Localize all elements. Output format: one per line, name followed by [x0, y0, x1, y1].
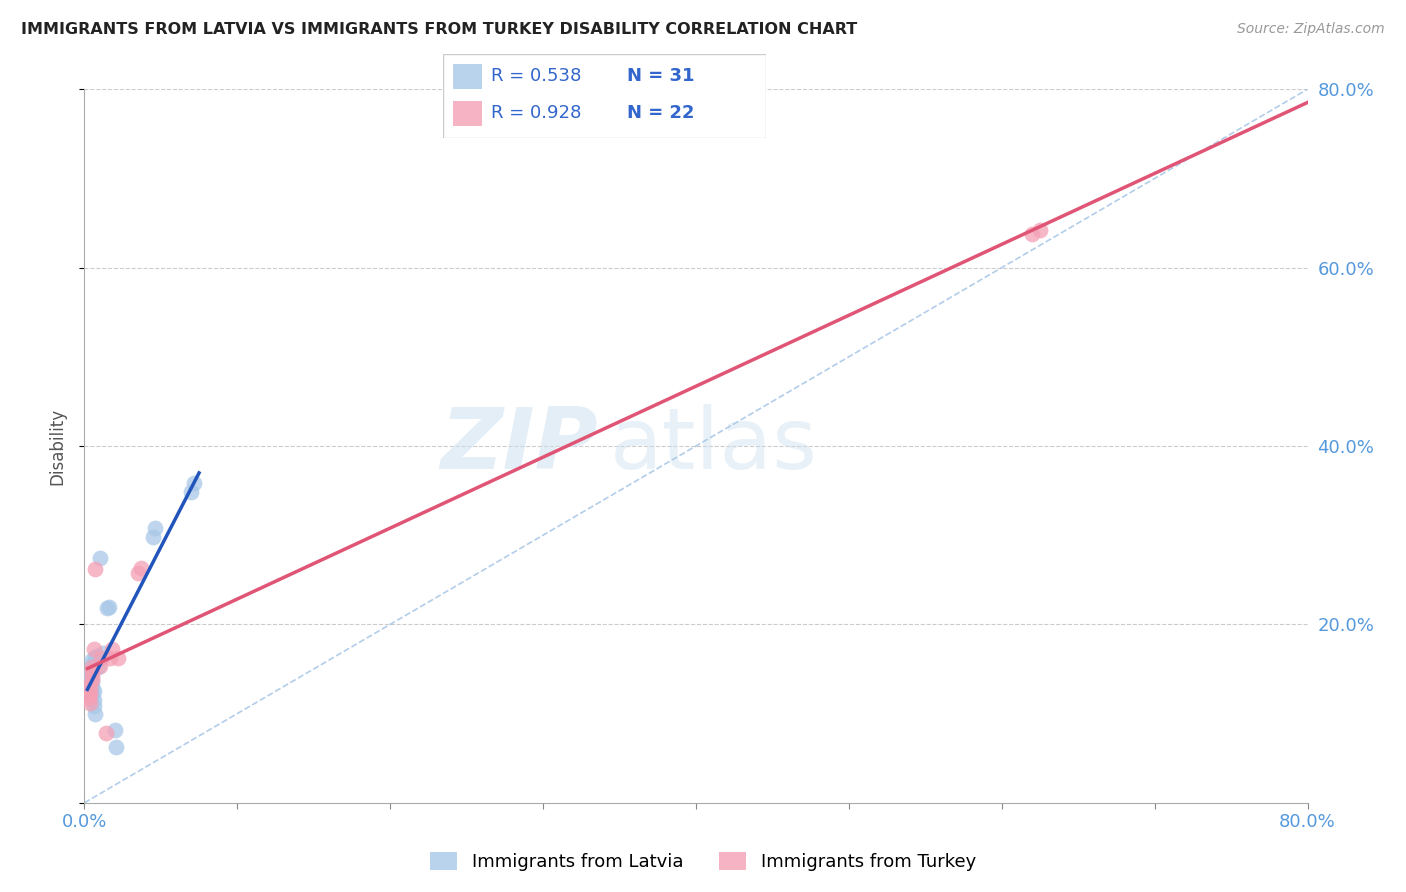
- Text: atlas: atlas: [610, 404, 818, 488]
- Point: [80, 673, 103, 687]
- Point: [180, 485, 202, 500]
- Point: [84, 650, 107, 665]
- Point: [98, 651, 121, 665]
- Point: [91, 646, 114, 660]
- Point: [89, 550, 111, 565]
- Point: [97, 599, 120, 614]
- Point: [83, 693, 105, 707]
- Text: Source: ZipAtlas.com: Source: ZipAtlas.com: [1237, 22, 1385, 37]
- Point: [83, 699, 105, 714]
- Point: [143, 521, 166, 535]
- Point: [80, 680, 103, 694]
- Point: [79, 678, 101, 692]
- Text: ZIP: ZIP: [440, 404, 598, 488]
- Point: [83, 642, 105, 657]
- Text: N = 31: N = 31: [627, 67, 695, 85]
- Point: [104, 723, 127, 737]
- Point: [77, 687, 100, 701]
- FancyBboxPatch shape: [443, 54, 766, 138]
- Point: [80, 657, 103, 672]
- Bar: [453, 63, 482, 89]
- Point: [79, 681, 101, 696]
- Point: [79, 677, 101, 691]
- Point: [80, 653, 103, 667]
- Text: R = 0.928: R = 0.928: [492, 104, 582, 122]
- Text: IMMIGRANTS FROM LATVIA VS IMMIGRANTS FROM TURKEY DISABILITY CORRELATION CHART: IMMIGRANTS FROM LATVIA VS IMMIGRANTS FRO…: [21, 22, 858, 37]
- Point: [127, 566, 149, 580]
- Point: [79, 666, 101, 681]
- Point: [142, 530, 165, 544]
- Point: [79, 687, 101, 701]
- Point: [80, 664, 103, 678]
- Point: [80, 664, 103, 678]
- Point: [77, 675, 100, 690]
- Point: [80, 660, 103, 674]
- Point: [94, 726, 117, 740]
- Point: [1021, 227, 1043, 241]
- Point: [77, 671, 100, 685]
- Point: [90, 651, 112, 665]
- Point: [80, 684, 103, 698]
- Point: [79, 681, 101, 696]
- Point: [79, 696, 101, 710]
- Point: [107, 651, 129, 665]
- Point: [77, 690, 100, 705]
- Point: [101, 642, 124, 657]
- Point: [183, 476, 205, 491]
- Legend: Immigrants from Latvia, Immigrants from Turkey: Immigrants from Latvia, Immigrants from …: [423, 845, 983, 879]
- Bar: [453, 101, 482, 127]
- Point: [80, 689, 103, 703]
- Text: N = 22: N = 22: [627, 104, 695, 122]
- Point: [86, 648, 108, 663]
- Text: R = 0.538: R = 0.538: [492, 67, 582, 85]
- Point: [80, 671, 103, 685]
- Y-axis label: Disability: Disability: [48, 408, 66, 484]
- Point: [96, 601, 118, 615]
- Point: [83, 684, 105, 698]
- Point: [129, 561, 152, 575]
- Point: [89, 659, 111, 673]
- Point: [105, 740, 128, 755]
- Point: [80, 675, 103, 690]
- Point: [80, 668, 103, 682]
- Point: [84, 706, 107, 721]
- Point: [87, 660, 110, 674]
- Point: [77, 680, 100, 694]
- Point: [1029, 223, 1052, 237]
- Point: [84, 562, 107, 576]
